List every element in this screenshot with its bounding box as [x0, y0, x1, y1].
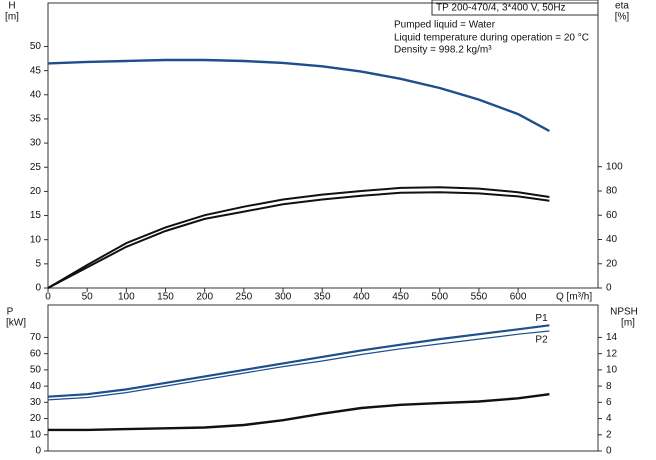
y2-tick-label: 60	[606, 210, 618, 221]
y-tick-label: 20	[30, 186, 42, 197]
y-tick-label: 0	[35, 283, 41, 294]
x-tick-label: 400	[353, 292, 370, 303]
series-line	[48, 393, 550, 432]
y-tick-label: 0	[35, 446, 41, 457]
series-line	[47, 186, 550, 289]
y2-tick-label: 8	[606, 381, 612, 392]
y-tick-label: 15	[30, 210, 42, 221]
y-tick-label: 50	[30, 365, 42, 376]
x-tick-label: 100	[118, 292, 135, 303]
y-tick-label: 50	[30, 41, 42, 52]
y-axis-unit: [m]	[5, 12, 19, 23]
y-tick-label: 30	[30, 397, 42, 408]
annotation: Density = 998.2 kg/m³	[394, 45, 492, 56]
x-tick-label: 150	[157, 292, 174, 303]
x-axis-label: Q [m³/h]	[556, 292, 592, 303]
y-axis-label: P	[7, 307, 14, 318]
plot-area	[47, 304, 599, 452]
y2-tick-label: 4	[606, 413, 612, 424]
series-line	[47, 330, 550, 401]
annotation: Liquid temperature during operation = 20…	[394, 33, 589, 44]
y-tick-label: 30	[30, 138, 42, 149]
y2-axis-label: NPSH	[610, 307, 638, 318]
y-axis-unit: [kW]	[6, 318, 26, 329]
annotation: Pumped liquid = Water	[394, 20, 496, 31]
y2-tick-label: 80	[606, 186, 618, 197]
chart-title: TP 200-470/4, 3*400 V, 50Hz	[436, 3, 566, 14]
x-tick-label: 550	[471, 292, 488, 303]
y2-tick-label: 40	[606, 234, 618, 245]
y2-tick-label: 14	[606, 332, 618, 343]
y2-axis-unit: [m]	[621, 318, 635, 329]
y-tick-label: 10	[30, 429, 42, 440]
y-tick-label: 40	[30, 89, 42, 100]
y-tick-label: 45	[30, 65, 42, 76]
x-tick-label: 300	[275, 292, 292, 303]
series-line	[47, 58, 550, 133]
plot-area	[47, 2, 599, 289]
series-label: P2	[535, 335, 548, 346]
x-tick-label: 600	[510, 292, 527, 303]
y-tick-label: 40	[30, 381, 42, 392]
y-tick-label: 70	[30, 332, 42, 343]
series-line	[47, 324, 550, 398]
series-label: P1	[535, 313, 548, 324]
y2-axis-label: eta	[615, 1, 629, 12]
y-tick-label: 25	[30, 162, 42, 173]
y2-tick-label: 100	[606, 161, 623, 172]
y2-tick-label: 12	[606, 348, 618, 359]
x-tick-label: 50	[82, 292, 94, 303]
y2-tick-label: 2	[606, 429, 612, 440]
y-tick-label: 20	[30, 413, 42, 424]
y2-tick-label: 6	[606, 397, 612, 408]
y2-tick-label: 20	[606, 258, 618, 269]
y2-tick-label: 0	[606, 446, 612, 457]
series-line	[47, 191, 550, 289]
x-tick-label: 200	[196, 292, 213, 303]
y2-tick-label: 0	[606, 283, 612, 294]
x-tick-label: 350	[314, 292, 331, 303]
x-tick-label: 0	[45, 292, 51, 303]
y-tick-label: 10	[30, 234, 42, 245]
x-tick-label: 500	[431, 292, 448, 303]
y-tick-label: 35	[30, 114, 42, 125]
x-tick-label: 450	[392, 292, 409, 303]
x-tick-label: 250	[236, 292, 253, 303]
y-axis-label: H	[8, 1, 15, 12]
y2-axis-unit: [%]	[615, 12, 630, 23]
y-tick-label: 5	[35, 258, 41, 269]
y-tick-label: 60	[30, 348, 42, 359]
y2-tick-label: 10	[606, 365, 618, 376]
